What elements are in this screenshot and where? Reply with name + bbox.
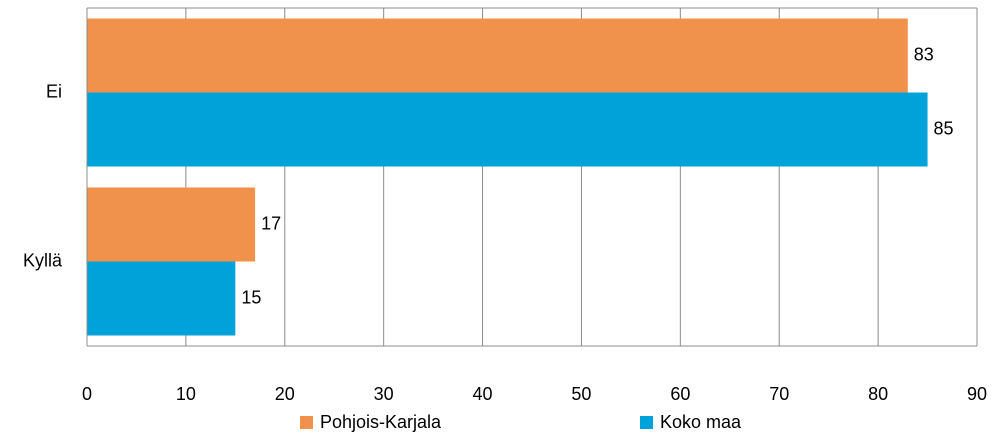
bar bbox=[87, 261, 236, 336]
data-label: 15 bbox=[241, 287, 261, 307]
x-tick-label: 90 bbox=[967, 384, 987, 404]
x-tick-label: 80 bbox=[868, 384, 888, 404]
bar bbox=[87, 187, 256, 262]
bar bbox=[87, 92, 928, 167]
x-tick-label: 30 bbox=[374, 384, 394, 404]
x-tick-label: 40 bbox=[473, 384, 493, 404]
bar bbox=[87, 18, 908, 93]
x-tick-label: 60 bbox=[670, 384, 690, 404]
y-tick-label: Ei bbox=[46, 81, 62, 101]
x-tick-label: 20 bbox=[275, 384, 295, 404]
data-label: 17 bbox=[261, 213, 281, 233]
y-tick-label: Kyllä bbox=[23, 250, 63, 270]
legend-swatch bbox=[300, 416, 313, 429]
x-tick-label: 70 bbox=[769, 384, 789, 404]
data-label: 85 bbox=[934, 118, 954, 138]
legend-swatch bbox=[640, 416, 653, 429]
x-tick-label: 0 bbox=[82, 384, 92, 404]
data-label: 83 bbox=[914, 44, 934, 64]
x-tick-label: 50 bbox=[571, 384, 591, 404]
legend-label: Pohjois-Karjala bbox=[320, 412, 442, 432]
x-tick-label: 10 bbox=[176, 384, 196, 404]
legend-label: Koko maa bbox=[660, 412, 742, 432]
